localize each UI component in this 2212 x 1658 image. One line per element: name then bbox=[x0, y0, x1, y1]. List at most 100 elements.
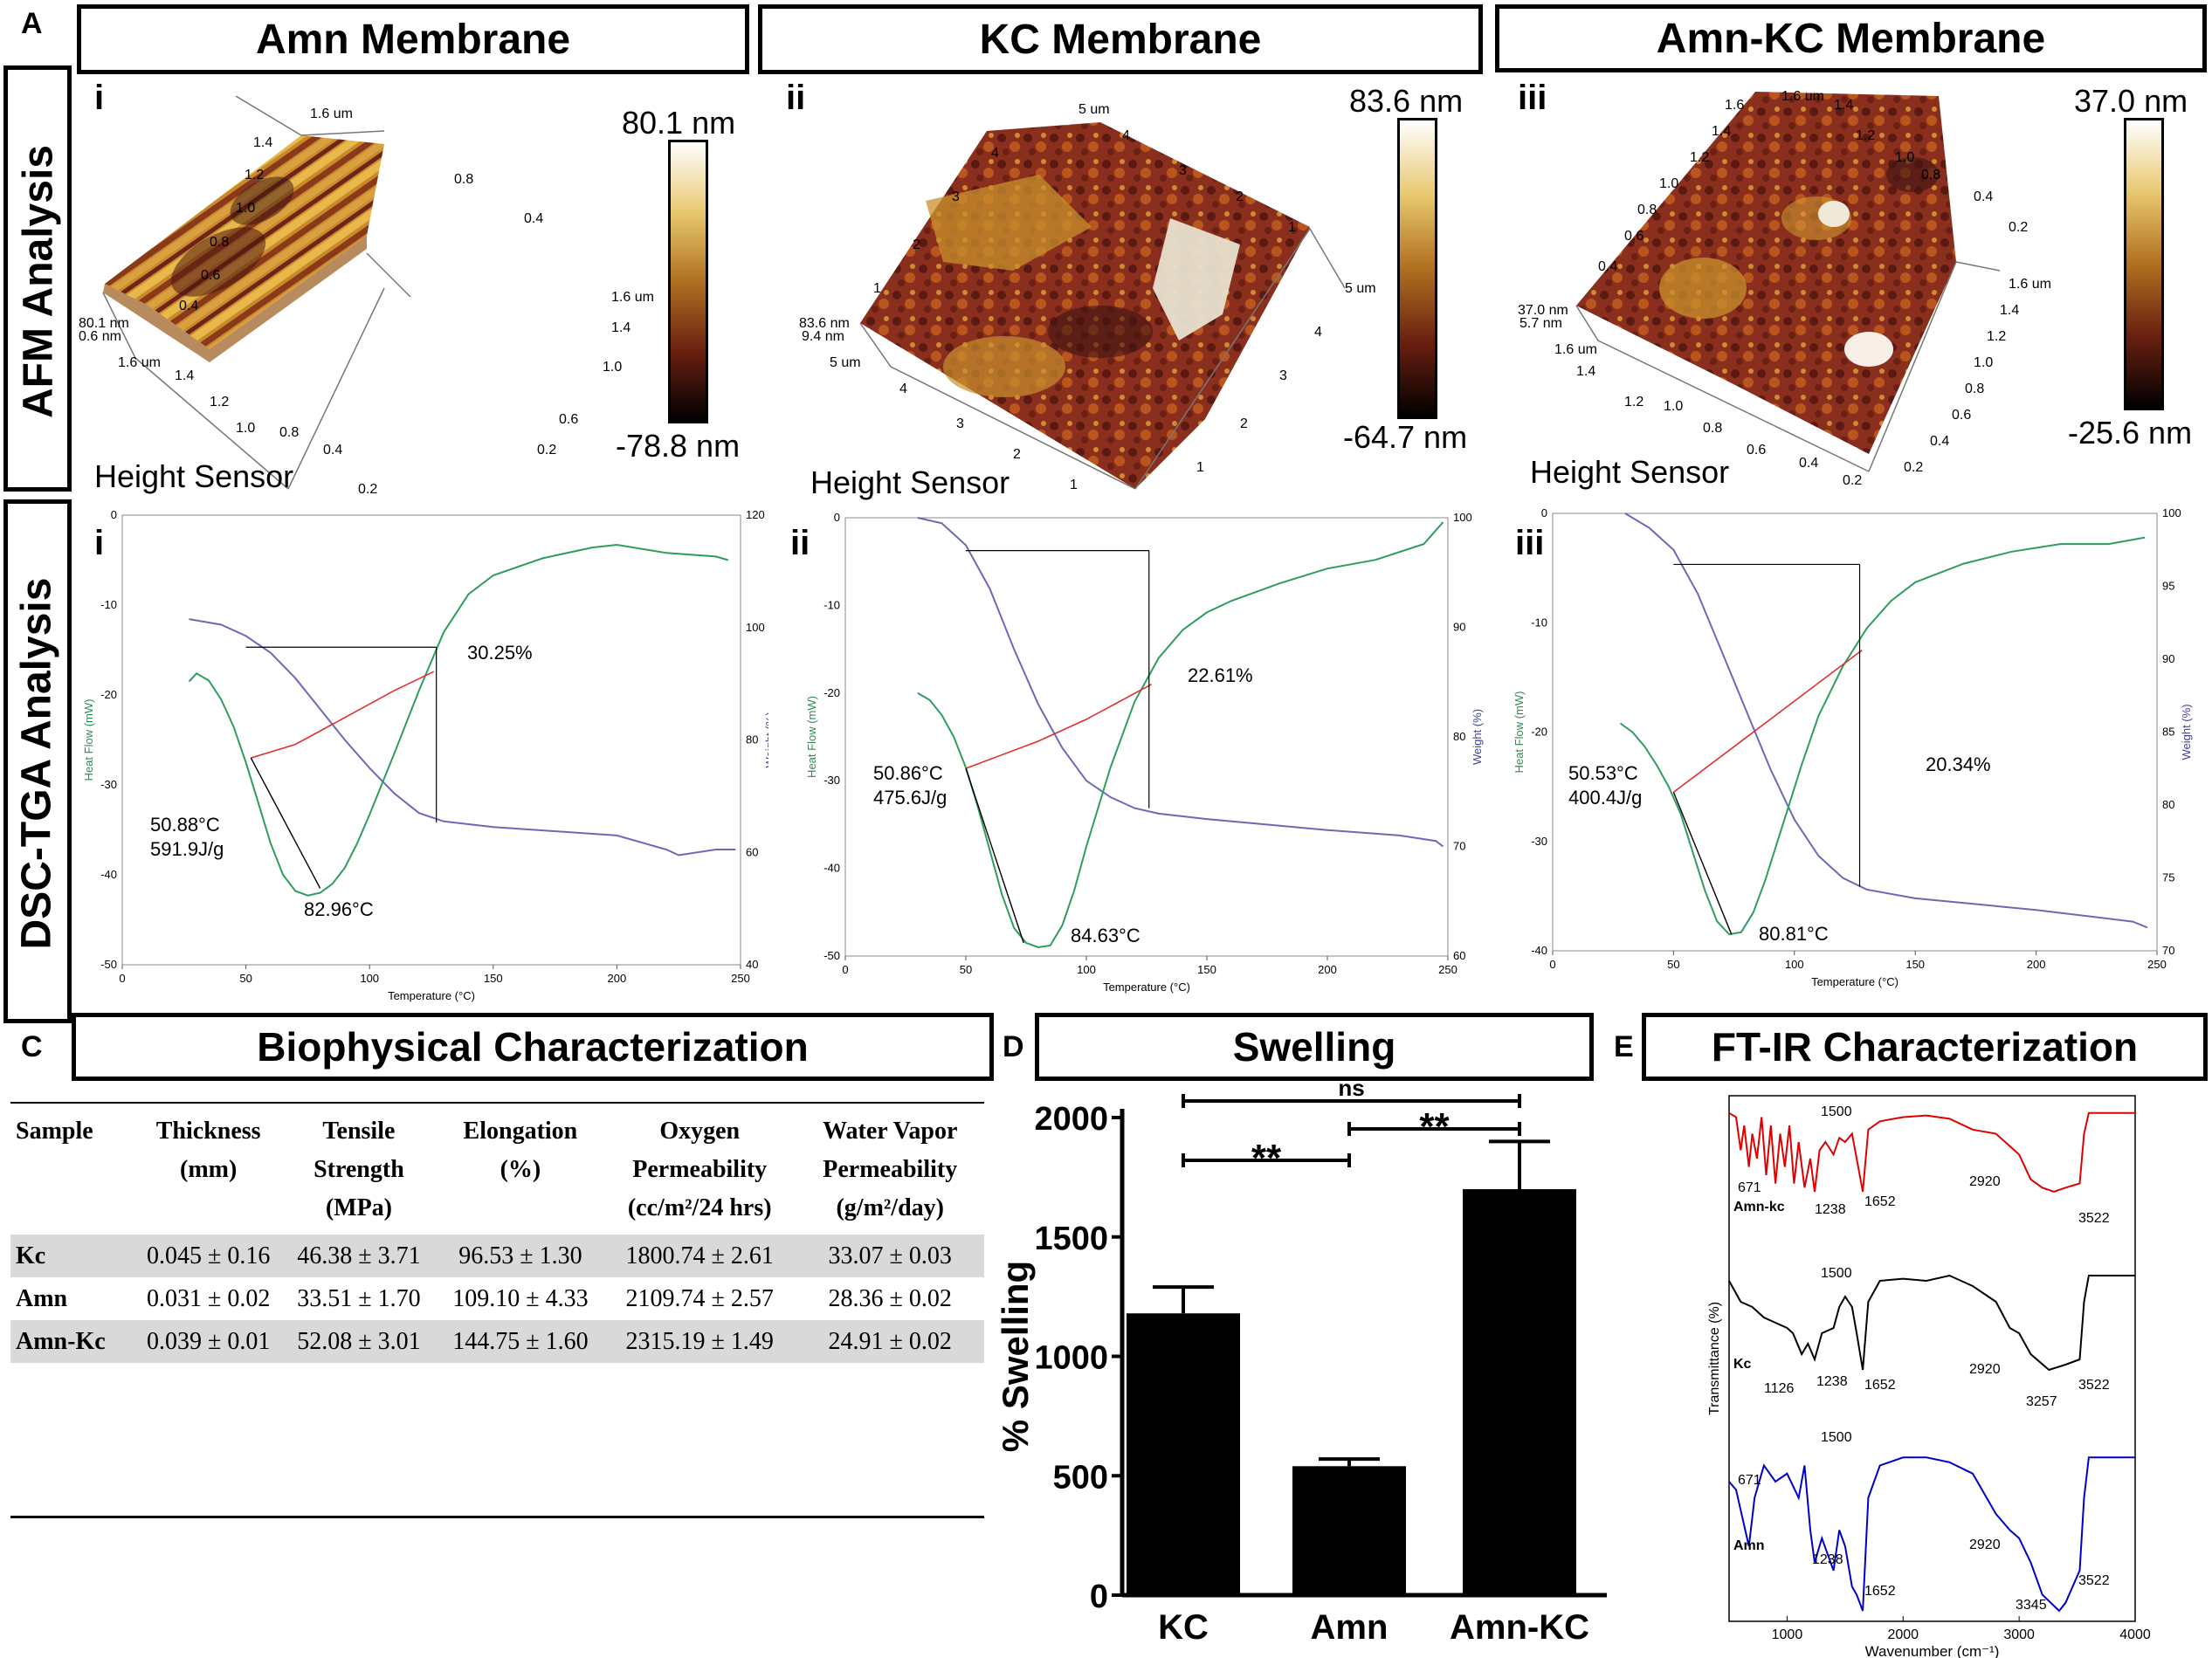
afm-iii-max: 37.0 nm bbox=[2074, 83, 2188, 119]
svg-text:0.8: 0.8 bbox=[279, 425, 299, 440]
svg-text:0.2: 0.2 bbox=[358, 482, 377, 497]
significance-label: ** bbox=[1419, 1105, 1450, 1148]
y-axis-label: % Swelling bbox=[996, 1261, 1036, 1452]
afm-i-ticks: 1.4 1.2 1.0 0.8 0.6 0.4 0.8 0.4 1.4 1.0 0.6 0.2 1.… bbox=[175, 135, 631, 497]
svg-text:0.2: 0.2 bbox=[1843, 473, 1862, 488]
y-left-tick-label: -10 bbox=[100, 598, 117, 611]
y-left-tick-label: -50 bbox=[823, 949, 840, 962]
afm-surface-i bbox=[102, 95, 411, 490]
svg-text:2: 2 bbox=[913, 237, 920, 252]
svg-text:0.4: 0.4 bbox=[1930, 434, 1949, 449]
enthalpy-label: 591.9J/g bbox=[150, 838, 224, 860]
peak-label: 3522 bbox=[2078, 1573, 2110, 1588]
y-left-tick-label: -30 bbox=[1531, 835, 1547, 848]
afm-iii-left-unit: 1.6 um bbox=[1554, 342, 1597, 357]
y-left-axis-label: Heat Flow (mW) bbox=[1513, 691, 1526, 774]
svg-text:1.4: 1.4 bbox=[175, 368, 194, 383]
swelling-bar-chart: 0 500 1000 1500 2000 % Swelling KC Amn Amn-KC ns *… bbox=[996, 1075, 1607, 1647]
afm-ii-colorbar bbox=[1397, 118, 1437, 419]
y-right-tick-label: 100 bbox=[2162, 506, 2181, 519]
svg-text:4: 4 bbox=[991, 146, 999, 161]
afm-i-top-unit: 1.6 um bbox=[310, 107, 353, 121]
dsc-tga-analysis-box: DSC-TGA Analysis bbox=[3, 499, 72, 1023]
svg-text:0.6: 0.6 bbox=[1747, 443, 1766, 457]
dsc-tga-chart-i: 0 50 100 150 200 250 0 -10 -20 -30 -40 -50 120 100 80 6… bbox=[82, 508, 768, 1002]
svg-text:1.0: 1.0 bbox=[1664, 399, 1683, 414]
peak-label: 3522 bbox=[2078, 1211, 2110, 1226]
afm-i-left-unit: 1.6 um bbox=[118, 355, 161, 370]
y-tick-label: 2000 bbox=[1034, 1101, 1108, 1138]
y-right-tick-label: 80 bbox=[746, 733, 758, 746]
afm-iii-z1: 37.0 nm bbox=[1518, 303, 1568, 318]
svg-text:2: 2 bbox=[1240, 416, 1248, 431]
y-left-tick-label: -40 bbox=[823, 862, 840, 875]
category-label: Amn-KC bbox=[1450, 1608, 1589, 1647]
amn-kc-membrane-title: Amn-KC Membrane bbox=[1495, 4, 2207, 72]
svg-text:1.0: 1.0 bbox=[1974, 355, 1993, 370]
svg-text:1.2: 1.2 bbox=[1690, 150, 1709, 165]
y-right-tick-label: 70 bbox=[2162, 944, 2174, 957]
svg-text:2: 2 bbox=[1013, 447, 1021, 462]
heat-flow-curve bbox=[188, 543, 729, 897]
svg-text:0.4: 0.4 bbox=[179, 299, 198, 313]
peak-label: 1652 bbox=[1864, 1584, 1896, 1599]
col-elongation: Elongation (%) bbox=[463, 1118, 578, 1183]
svg-text:1.0: 1.0 bbox=[1659, 176, 1678, 191]
afm-axis-labels: 1.6 um 1.6 um 1.6 um 80.1 nm 0.6 nm 1.41… bbox=[79, 89, 2051, 497]
y-right-axis-label: Weight (%) bbox=[763, 712, 768, 767]
onset-label: 50.86°C bbox=[873, 762, 943, 784]
afm-ii-max: 83.6 nm bbox=[1349, 83, 1464, 119]
peak-label: 3257 bbox=[2026, 1394, 2057, 1409]
onset-label: 50.88°C bbox=[150, 814, 220, 836]
svg-text:0.2: 0.2 bbox=[1904, 460, 1923, 475]
svg-text:0.6: 0.6 bbox=[1952, 408, 1971, 423]
y-right-tick-label: 75 bbox=[2162, 871, 2174, 884]
svg-text:1.4: 1.4 bbox=[1712, 124, 1731, 139]
loss-label: 22.61% bbox=[1188, 664, 1253, 686]
svg-text:1.0: 1.0 bbox=[1895, 150, 1914, 165]
x-tick-label: 250 bbox=[1438, 963, 1457, 976]
ftir-trace-amn bbox=[1728, 1456, 2135, 1613]
y-axis-label: Transmittance (%) bbox=[1707, 1302, 1722, 1415]
afm-iii-ticks: 1.61.41.21.00.80.60.4 1.41.21.00.80.40.2… bbox=[1576, 98, 2028, 488]
peak-label: 2920 bbox=[1969, 1174, 2001, 1189]
plot-frame bbox=[1552, 513, 2158, 952]
table-row: Kc 0.045 ± 0.16 46.38 ± 3.71 96.53 ± 1.3… bbox=[10, 1235, 984, 1277]
svg-text:1.4: 1.4 bbox=[1834, 98, 1853, 113]
y-right-axis-label: Weight (%) bbox=[1471, 709, 1484, 765]
plot-frame bbox=[1728, 1095, 2136, 1622]
x-tick-label: 50 bbox=[1667, 958, 1679, 971]
dsc-tga-analysis-label: DSC-TGA Analysis bbox=[13, 577, 60, 950]
series-label: Amn-kc bbox=[1733, 1200, 1785, 1214]
svg-text:1.2: 1.2 bbox=[210, 395, 229, 409]
svg-text:1.4: 1.4 bbox=[1576, 364, 1595, 379]
series-label: Amn bbox=[1733, 1538, 1765, 1553]
afm-ii-left-unit: 5 um bbox=[830, 355, 861, 370]
svg-text:3: 3 bbox=[1179, 163, 1187, 178]
svg-text:0.2: 0.2 bbox=[537, 443, 556, 457]
panel-letter-e: E bbox=[1614, 1030, 1634, 1063]
svg-text:1: 1 bbox=[1288, 220, 1296, 235]
afm-iii-right-unit: 1.6 um bbox=[2009, 277, 2051, 292]
afm-ii-right-unit: 5 um bbox=[1345, 281, 1376, 296]
x-tick-label: 100 bbox=[1077, 963, 1096, 976]
y-right-tick-label: 70 bbox=[1453, 840, 1465, 853]
x-tick-label: 200 bbox=[2027, 958, 2046, 971]
peak-label: 80.81°C bbox=[1759, 923, 1829, 945]
afm-ii-min: -64.7 nm bbox=[1343, 419, 1468, 455]
peak-label: 82.96°C bbox=[304, 898, 374, 920]
y-right-tick-label: 85 bbox=[2162, 726, 2174, 739]
col-thickness: Thickness (mm) bbox=[155, 1118, 261, 1183]
x-tick-label: 250 bbox=[2147, 958, 2167, 971]
svg-text:0.8: 0.8 bbox=[454, 172, 473, 187]
y-right-tick-label: 40 bbox=[746, 958, 758, 971]
x-tick-label: 150 bbox=[1905, 958, 1925, 971]
y-left-tick-label: 0 bbox=[1541, 506, 1547, 519]
x-axis-label: Temperature (°C) bbox=[1103, 980, 1190, 994]
heat-flow-curve bbox=[1619, 536, 2146, 936]
panel-letter-a: A bbox=[21, 7, 43, 40]
afm-surface-ii bbox=[859, 122, 1346, 490]
loss-label: 30.25% bbox=[467, 642, 533, 664]
svg-text:1.2: 1.2 bbox=[245, 168, 264, 182]
table-row: Amn 0.031 ± 0.02 33.51 ± 1.70 109.10 ± 4… bbox=[16, 1285, 952, 1312]
